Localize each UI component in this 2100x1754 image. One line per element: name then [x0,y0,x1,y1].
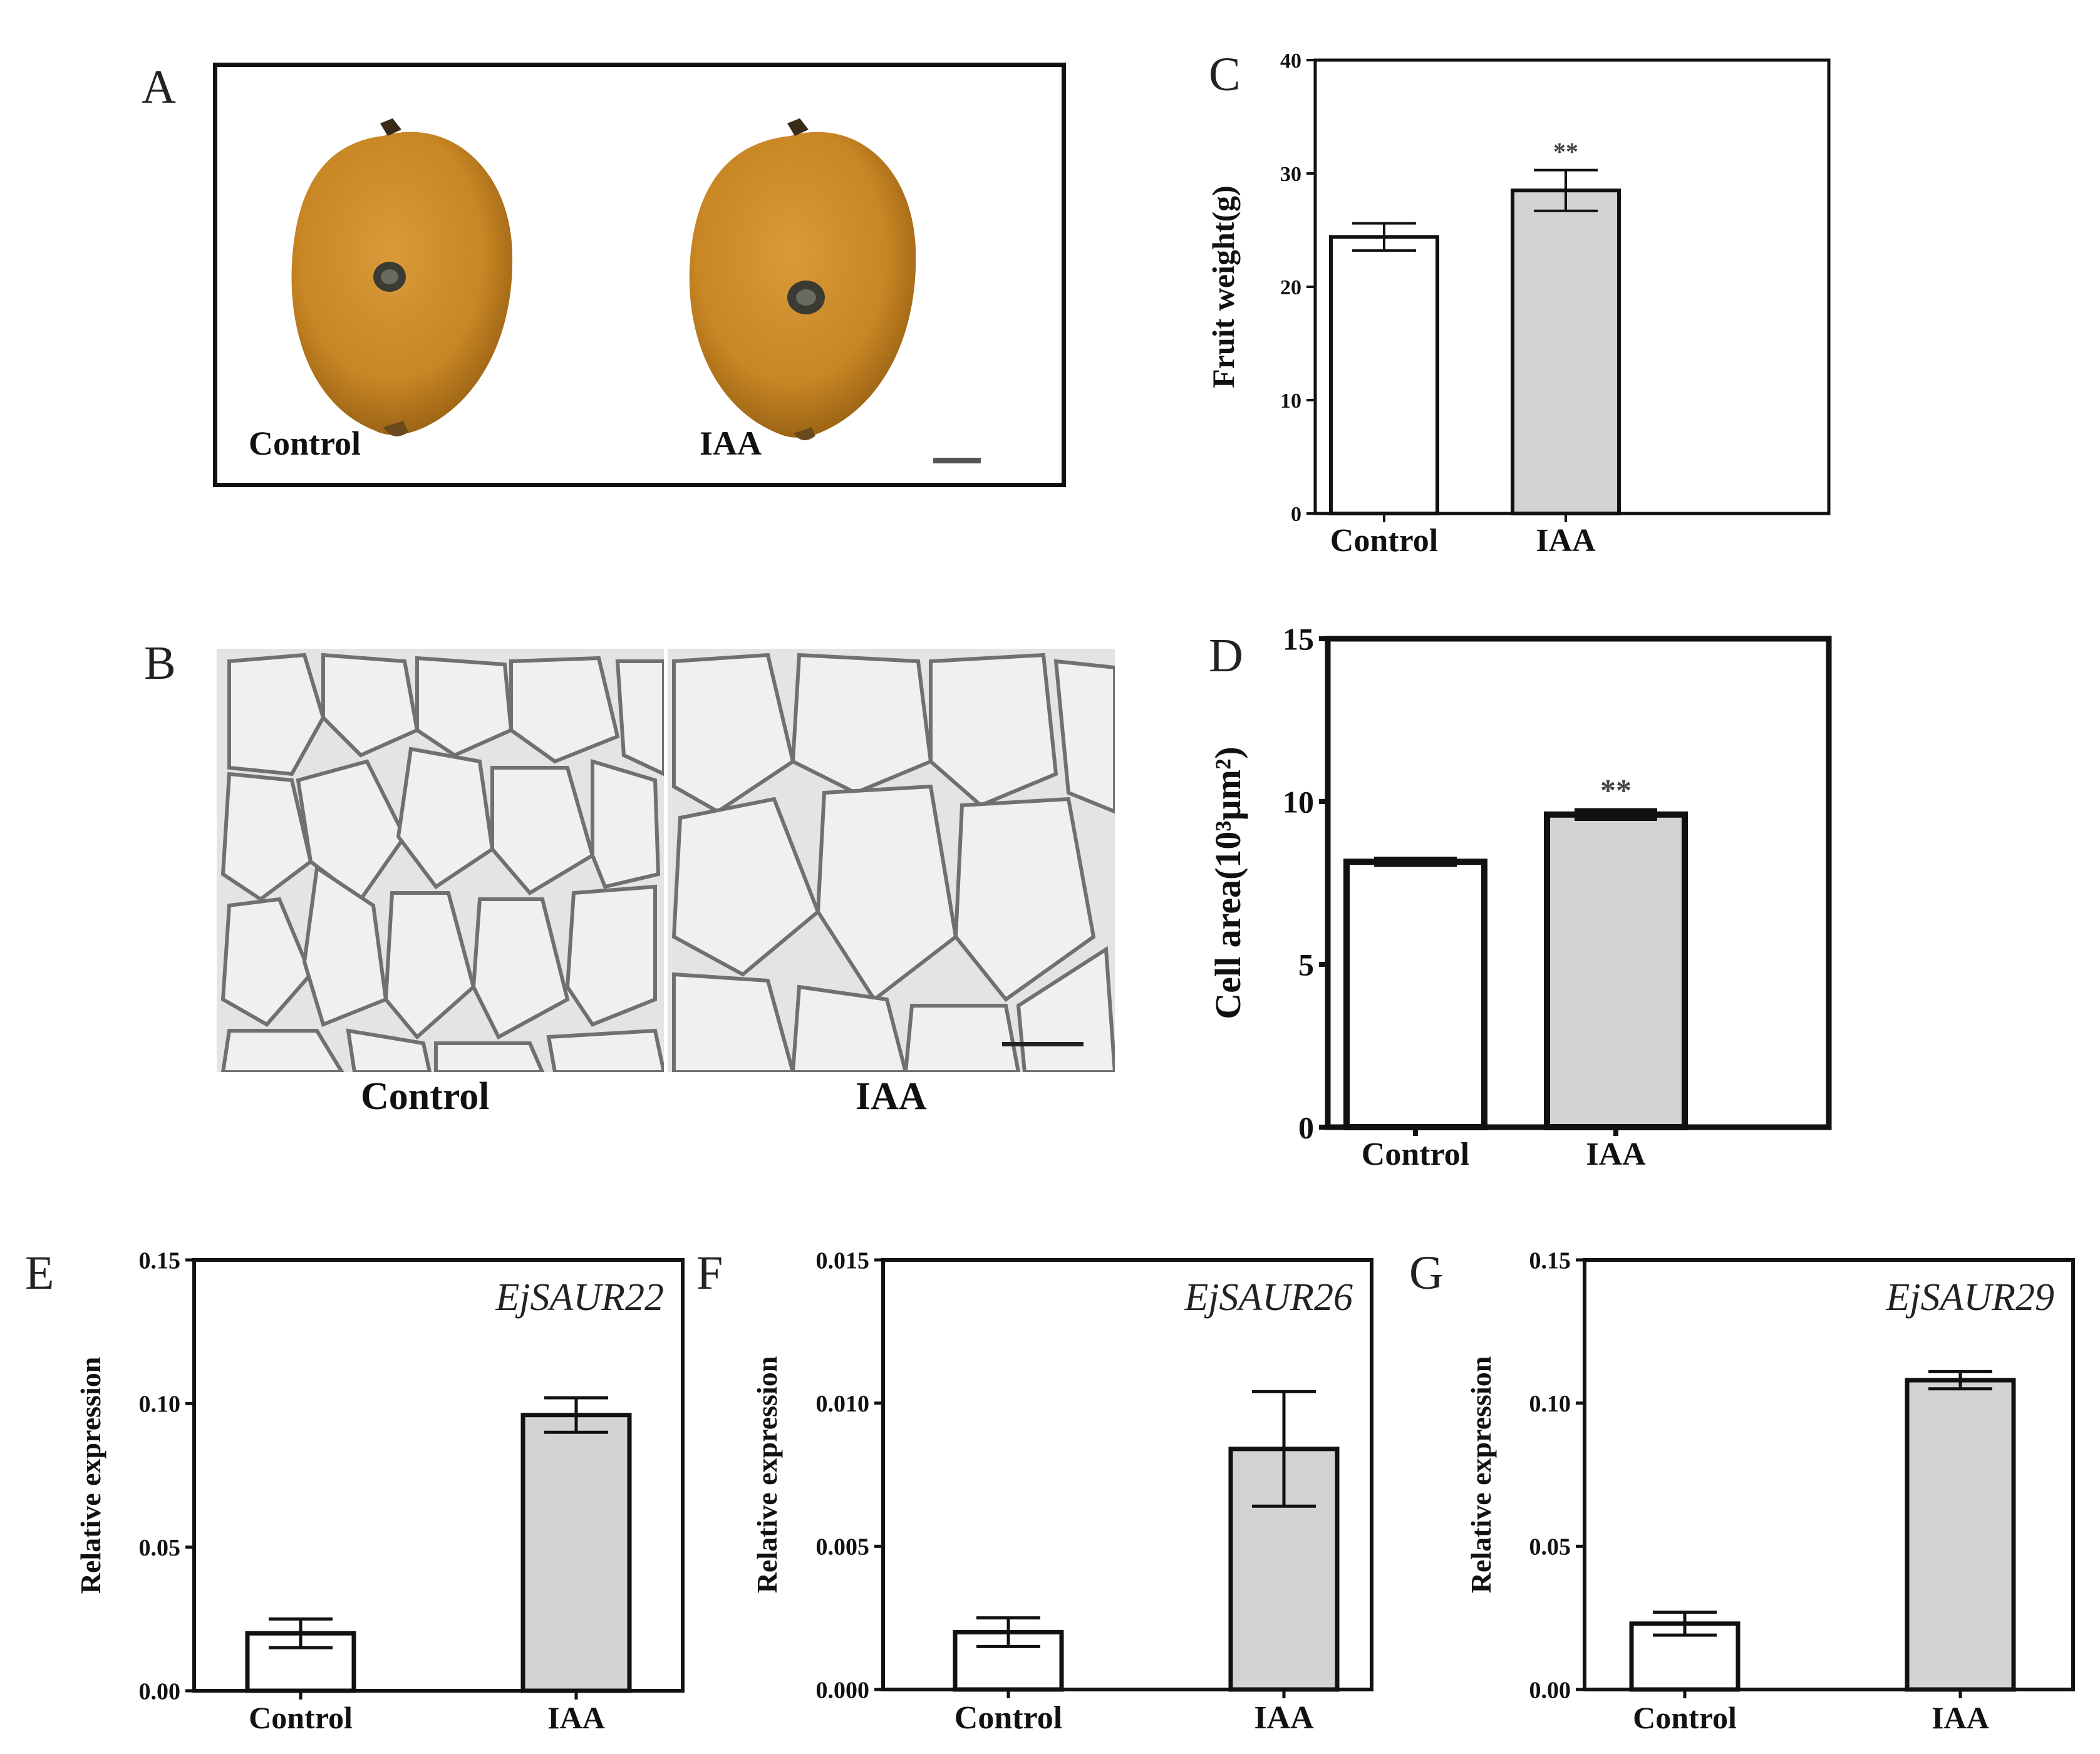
y-tick-label: 10 [1280,389,1301,413]
y-axis-label: Relative expression [751,1356,783,1594]
y-tick-label: 0.10 [1529,1391,1571,1417]
chart-ejsaur26: 0.000 0.005 0.010 0.015 Relative expression C… [751,1247,1373,1736]
y-tick-label: 40 [1280,49,1301,73]
y-tick-label: 0.000 [816,1677,870,1703]
x-category-label: Control [1330,523,1438,559]
control-fruit [291,118,513,436]
panel-label-f: F [696,1247,723,1299]
error-bar-iaa [1928,1370,1992,1391]
x-category-label: IAA [1254,1700,1314,1736]
error-bar-iaa [1575,808,1657,822]
y-axis-label: Fruit weight(g) [1206,185,1241,388]
y-tick-label: 0.10 [139,1391,181,1418]
bar-control [1329,235,1439,515]
panel-label-e: E [25,1247,54,1299]
cell-texture-iaa [668,649,1115,1072]
y-tick-label: 10 [1283,785,1314,820]
fruit-photo [291,118,981,463]
y-tick-label: 0 [1298,1110,1314,1145]
micrograph-iaa [668,649,1115,1072]
y-axis-label: Cell area(10³μm²) [1208,746,1248,1019]
x-category-label: IAA [1536,523,1596,559]
scale-bar [933,458,981,463]
x-category-label: IAA [547,1700,605,1735]
photo-caption-control: Control [249,425,361,462]
panel-label-g: G [1409,1247,1444,1299]
bar-control [1343,859,1487,1130]
y-tick-label: 20 [1280,276,1301,299]
chart-ejsaur22: 0.00 0.05 0.10 0.15 Relative expression Contr… [75,1247,685,1735]
chart-title: EjSAUR22 [495,1276,664,1319]
y-tick-label: 0.010 [816,1391,870,1417]
panel-label-a: A [142,61,176,113]
y-tick-label: 30 [1280,163,1301,186]
y-tick-label: 0.05 [1529,1534,1571,1561]
y-tick-label: 0.00 [1529,1677,1571,1703]
iaa-fruit [689,118,916,441]
bar-iaa [1511,188,1621,515]
error-bar-iaa [1252,1390,1316,1508]
error-bar-control [1352,222,1416,252]
photo-caption-iaa: IAA [700,425,762,462]
chart-cell-area: 0 5 10 15 Cell area(10³μm²) Control IAA ** [1208,622,1832,1172]
x-category-label: Control [954,1700,1062,1736]
error-bar-control [269,1617,333,1649]
bar-iaa [1905,1378,2016,1692]
y-tick-label: 0 [1291,503,1301,526]
error-bar-iaa [1534,168,1598,212]
micrograph-control [217,649,664,1072]
error-bar-control [1653,1611,1717,1637]
error-bar-control [976,1616,1040,1648]
micrograph-caption-control: Control [361,1075,490,1118]
chart-title: EjSAUR29 [1885,1276,2054,1319]
panel-label-d: D [1209,629,1243,682]
plot-frame [192,1258,685,1693]
error-bar-iaa [544,1396,608,1434]
y-tick-label: 5 [1298,947,1314,983]
fruit-photo-panel: Control IAA [213,63,1066,487]
cell-texture-control [217,649,664,1072]
significance-marker: ** [1600,773,1632,808]
y-axis-label: Relative expression [1465,1356,1497,1594]
y-tick-label: 0.05 [139,1535,181,1561]
x-category-label: Control [1633,1700,1737,1735]
x-category-label: IAA [1932,1700,1989,1735]
plot-frame [881,1258,1373,1691]
bar-iaa [520,1413,632,1693]
error-bar-control [1374,857,1457,867]
y-tick-label: 0.15 [1529,1247,1571,1274]
chart-ejsaur29: 0.00 0.05 0.10 0.15 Relative expression Contr… [1465,1247,2075,1735]
chart-fruit-weight: 0 10 20 30 40 Fruit weight(g) Control IAA ** [1206,49,1831,559]
bar-iaa [1544,811,1688,1130]
x-category-label: IAA [1586,1137,1646,1172]
y-tick-label: 0.00 [139,1678,181,1705]
significance-marker: ** [1553,138,1578,166]
y-axis-label: Relative expression [75,1357,106,1594]
panel-label-b: B [144,637,176,689]
micro-scale-bar [1002,1042,1084,1046]
plot-frame [1583,1258,2075,1691]
y-tick-label: 0.015 [816,1247,870,1274]
x-category-label: Control [1362,1137,1469,1172]
chart-title: EjSAUR26 [1184,1276,1353,1319]
y-tick-label: 0.15 [139,1247,181,1274]
panel-label-c: C [1209,48,1241,101]
y-tick-label: 0.005 [816,1534,870,1561]
x-category-label: Control [249,1700,353,1735]
micrograph-caption-iaa: IAA [856,1075,927,1118]
y-tick-label: 15 [1283,622,1314,657]
